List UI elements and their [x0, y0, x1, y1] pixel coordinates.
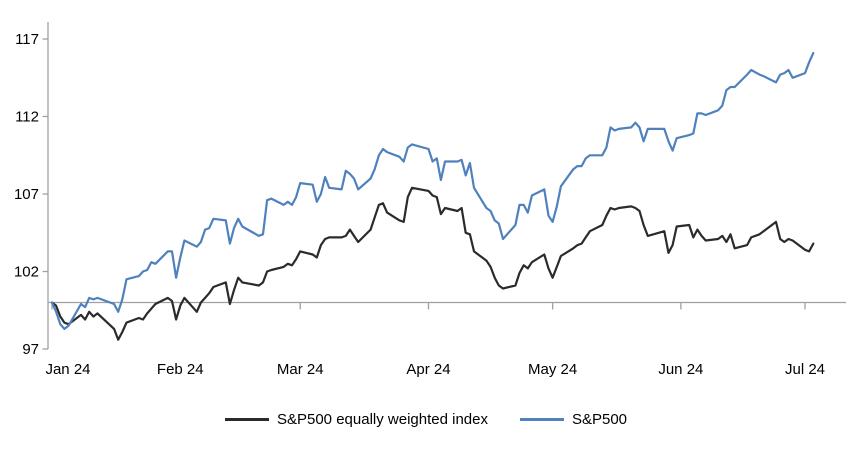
sp500-series-line — [50, 51, 815, 330]
legend-label-sp500: S&P500 — [571, 411, 628, 428]
equal-weight-line-swatch — [224, 418, 269, 421]
equal-weight-series-line — [50, 186, 815, 341]
y-tick-label: 97 — [22, 341, 39, 358]
x-tick-label: Apr 24 — [406, 361, 450, 378]
y-tick-label: 102 — [14, 264, 39, 281]
x-tick-label: May 24 — [528, 361, 577, 378]
x-tick-label: Jul 24 — [785, 361, 825, 378]
sp500-line-swatch — [519, 418, 564, 421]
y-tick-label: 112 — [15, 109, 39, 126]
x-tick-label: Mar 24 — [277, 361, 324, 378]
legend-label-equal-weight: S&P500 equally weighted index — [276, 411, 488, 428]
y-tick-label: 107 — [14, 186, 39, 203]
legend-item-equal-weight: S&P500 equally weighted index — [224, 411, 488, 428]
y-tick-label: 117 — [15, 31, 39, 48]
x-tick-label: Jan 24 — [45, 361, 90, 378]
legend-item-sp500: S&P500 — [519, 411, 628, 428]
chart-legend: S&P500 equally weighted index S&P500 — [0, 411, 852, 428]
x-tick-label: Feb 24 — [157, 361, 204, 378]
x-tick-label: Jun 24 — [658, 361, 703, 378]
